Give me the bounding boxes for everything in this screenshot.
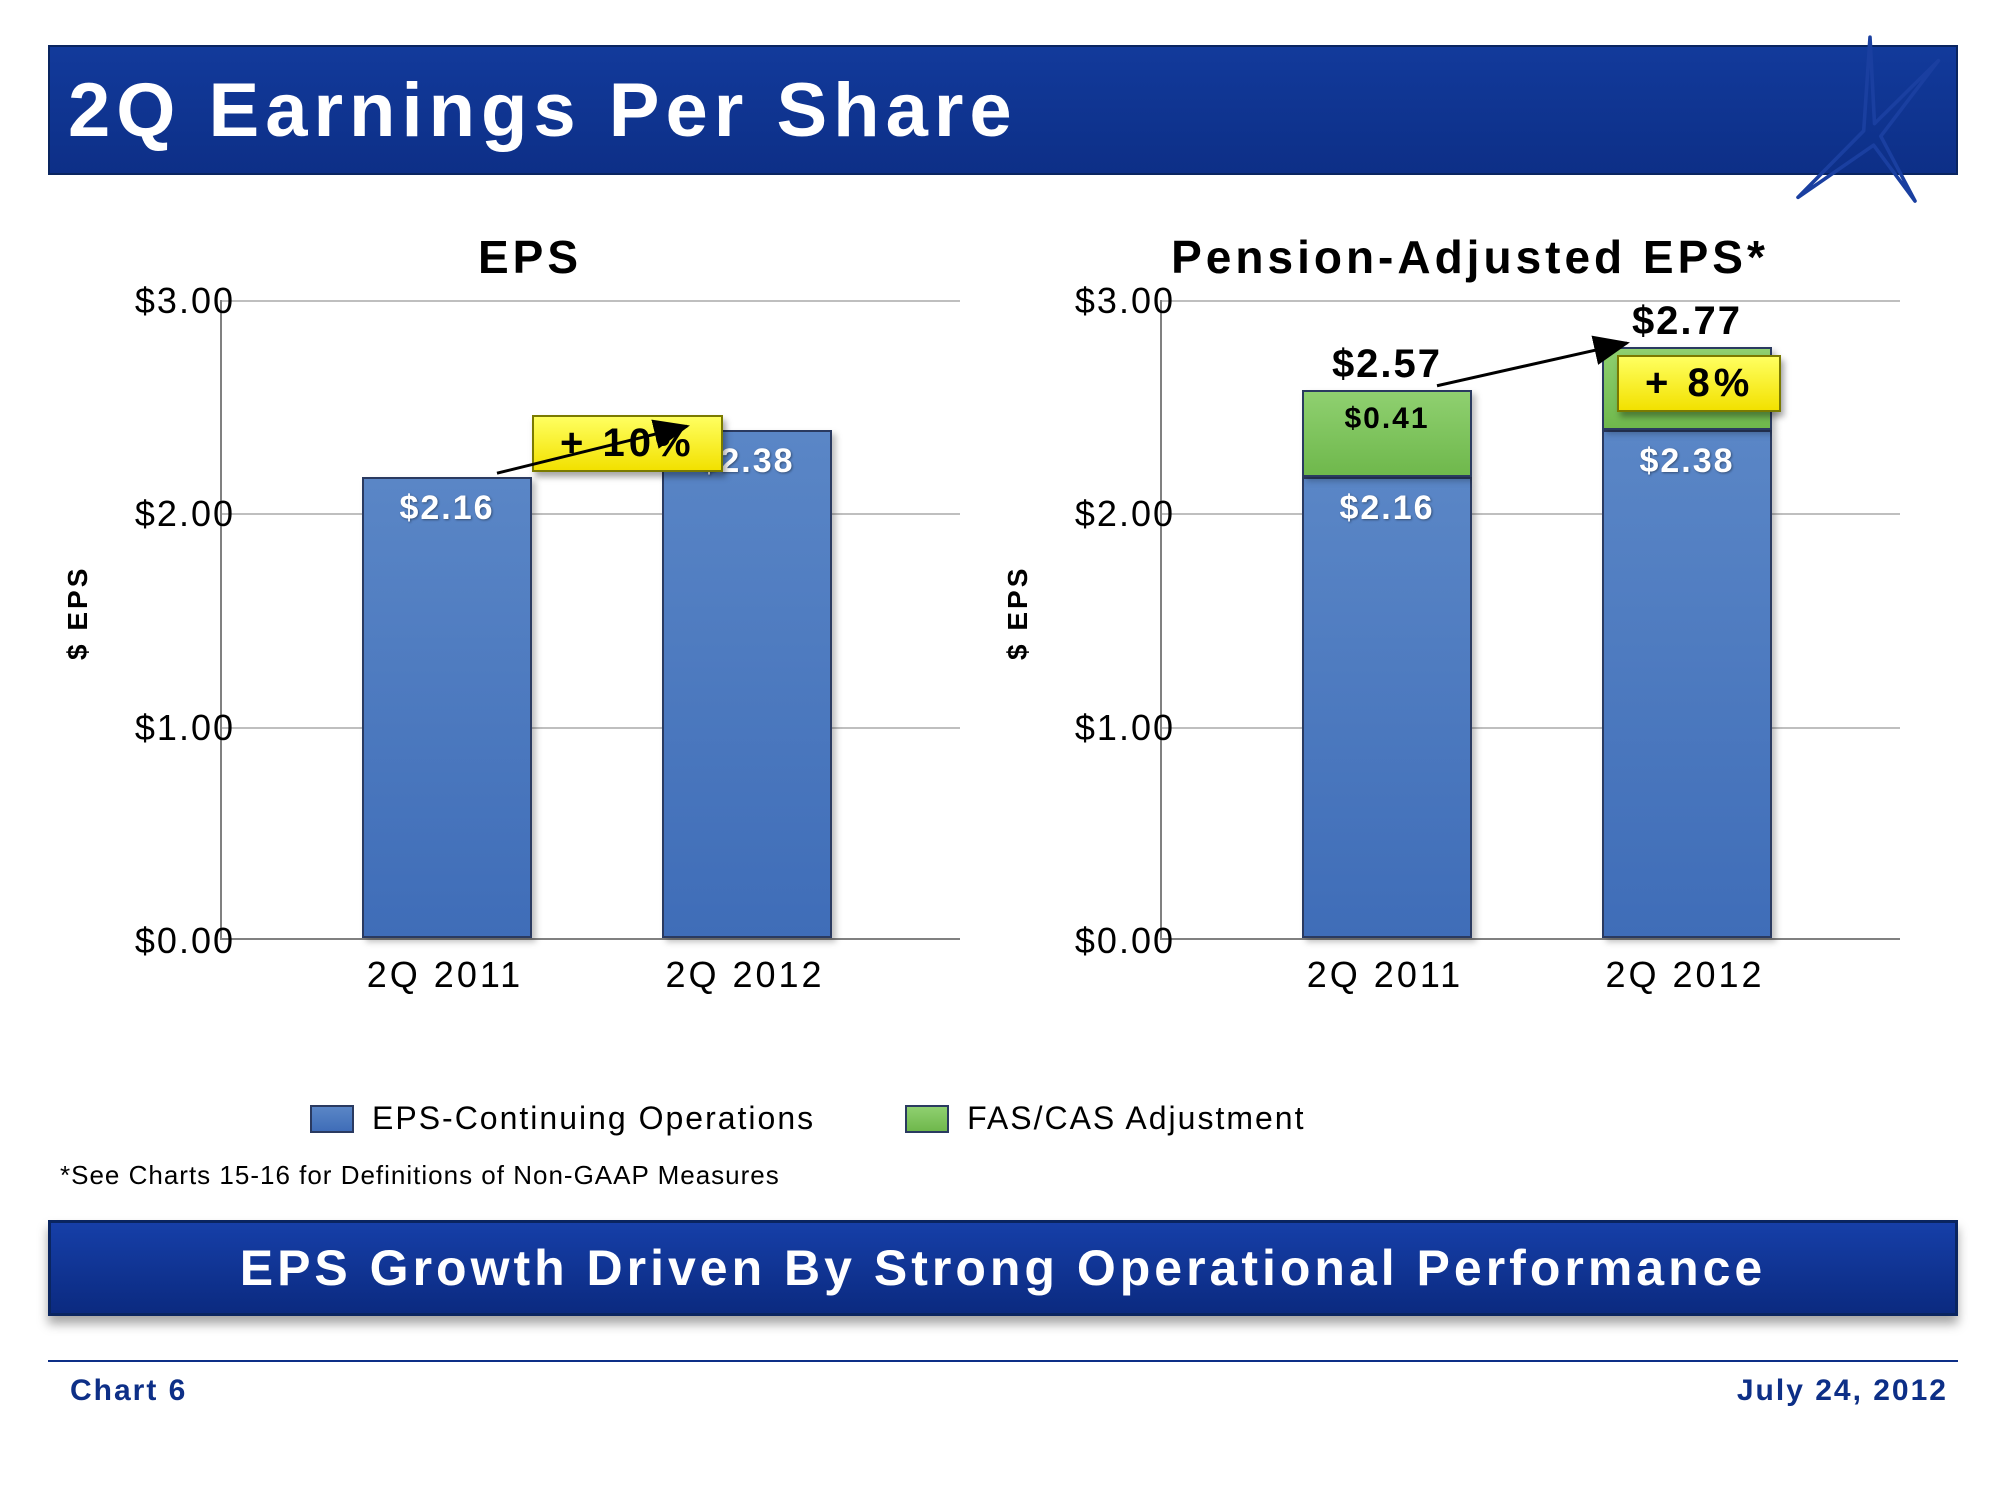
y-tick-label: $0.00	[105, 920, 235, 962]
x-category-label: 2Q 2011	[1255, 954, 1515, 996]
chart-pension-adjusted-eps: Pension-Adjusted EPS*$ EPS$2.16$0.41$2.5…	[1010, 230, 1930, 1050]
slide: 2Q Earnings Per Share EPS $ EPS $2.16$2.38…	[0, 0, 2000, 1500]
legend-swatch-eps	[310, 1105, 354, 1133]
bottom-banner: EPS Growth Driven By Strong Operational …	[48, 1220, 1958, 1316]
plot: $2.16$0.41$2.57$2.38$0.39$2.77+ 8%	[1160, 300, 1900, 940]
y-tick-label: $1.00	[105, 707, 235, 749]
star-logo-icon	[1780, 30, 1960, 210]
chart-title: Pension-Adjusted EPS*	[1010, 230, 1930, 284]
y-tick-label: $3.00	[1045, 280, 1175, 322]
legend-item: EPS-Continuing Operations	[310, 1100, 815, 1137]
chart-eps: EPS$ EPS$2.16$2.38+ 10% $0.00$1.00$2.00$…	[70, 230, 990, 1050]
y-axis-label: $ EPS	[1002, 566, 1034, 660]
bottom-banner-text: EPS Growth Driven By Strong Operational …	[240, 1239, 1767, 1297]
y-tick-label: $2.00	[105, 493, 235, 535]
y-tick-label: $3.00	[105, 280, 235, 322]
trend-arrow-icon	[1162, 300, 1902, 940]
title-bar: 2Q Earnings Per Share	[48, 45, 1958, 175]
y-tick-label: $1.00	[1045, 707, 1175, 749]
legend-label: EPS-Continuing Operations	[372, 1100, 815, 1137]
x-category-label: 2Q 2012	[615, 954, 875, 996]
footer-rule	[48, 1360, 1958, 1362]
legend-item: FAS/CAS Adjustment	[905, 1100, 1305, 1137]
legend-label: FAS/CAS Adjustment	[967, 1100, 1305, 1137]
legend-swatch-adjustment	[905, 1105, 949, 1133]
x-category-label: 2Q 2012	[1555, 954, 1815, 996]
footnote: *See Charts 15-16 for Definitions of Non…	[60, 1160, 780, 1191]
page-title: 2Q Earnings Per Share	[68, 67, 1018, 154]
legend: EPS-Continuing Operations FAS/CAS Adjustm…	[310, 1100, 1305, 1137]
plot: $2.16$2.38+ 10%	[220, 300, 960, 940]
y-tick-label: $0.00	[1045, 920, 1175, 962]
y-tick-label: $2.00	[1045, 493, 1175, 535]
footer-left: Chart 6	[70, 1374, 187, 1408]
trend-arrow-icon	[222, 300, 962, 940]
y-axis-label: $ EPS	[62, 566, 94, 660]
x-category-label: 2Q 2011	[315, 954, 575, 996]
footer-right: July 24, 2012	[1737, 1374, 1948, 1408]
chart-title: EPS	[70, 230, 990, 284]
charts-area: EPS$ EPS$2.16$2.38+ 10% $0.00$1.00$2.00$…	[0, 230, 2000, 1090]
